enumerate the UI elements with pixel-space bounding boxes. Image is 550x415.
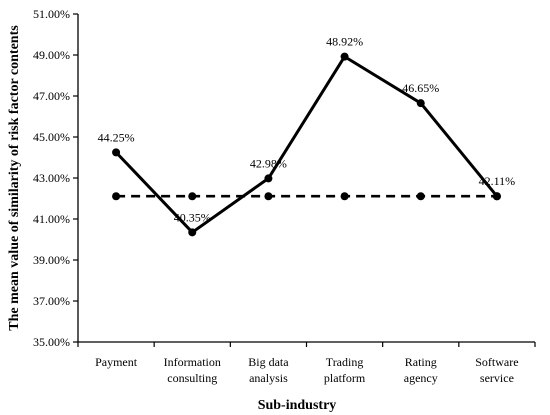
y-tick-label: 43.00%: [33, 171, 70, 185]
y-tick-label: 49.00%: [33, 48, 70, 62]
data-label: 44.25%: [98, 130, 135, 144]
y-tick-label: 39.00%: [33, 253, 70, 267]
y-tick-label: 35.00%: [33, 335, 70, 349]
x-axis-title: Sub-industry: [258, 398, 337, 413]
x-tick-label-line: analysis: [249, 371, 288, 385]
x-tick-label-line: service: [480, 371, 514, 385]
data-point: [264, 174, 273, 183]
y-tick-label: 41.00%: [33, 212, 70, 226]
x-axis-ticks: Payment Information consulting Big data anal…: [77, 342, 536, 385]
data-label: 48.92%: [326, 35, 363, 49]
data-point: [340, 192, 349, 201]
x-tick-label: Payment: [95, 355, 138, 369]
series-layer: [112, 52, 501, 237]
y-axis-ticks: 35.00% 37.00% 39.00% 41.00% 43.00% 45.00% 47.0…: [33, 7, 78, 349]
x-tick-label-line: Big data: [248, 355, 289, 369]
x-tick-label: Rating agency: [404, 355, 438, 385]
x-tick-label-line: Trading: [326, 355, 364, 369]
data-label: 42.98%: [250, 156, 287, 170]
x-tick-label: Information consulting: [164, 355, 221, 385]
data-point: [112, 192, 121, 201]
data-point: [340, 52, 349, 61]
series-line-solid: [115, 55, 499, 234]
data-labels: 44.25% 40.35% 42.98% 48.92% 46.65% 42.11%: [98, 35, 516, 225]
data-point: [492, 192, 501, 201]
x-tick-label-line: platform: [324, 371, 366, 385]
x-tick-label: Trading platform: [324, 355, 366, 385]
data-point: [188, 228, 197, 237]
y-tick-label: 51.00%: [33, 7, 70, 21]
data-point: [112, 148, 121, 157]
x-tick-label-line: Software: [475, 355, 518, 369]
data-point: [416, 99, 425, 108]
data-point: [188, 192, 197, 201]
y-tick-label: 47.00%: [33, 89, 70, 103]
data-label: 40.35%: [174, 210, 211, 224]
data-point: [264, 192, 273, 201]
x-tick-label: Software service: [475, 355, 518, 385]
x-tick-label: Big data analysis: [248, 355, 289, 385]
data-label: 42.11%: [479, 174, 516, 188]
x-tick-label-line: Rating: [405, 355, 437, 369]
y-tick-label: 45.00%: [33, 130, 70, 144]
data-point: [416, 192, 425, 201]
y-tick-label: 37.00%: [33, 294, 70, 308]
x-tick-label-line: consulting: [167, 371, 217, 385]
x-tick-label-line: Information: [164, 355, 221, 369]
x-tick-label-line: agency: [404, 371, 438, 385]
y-axis-title: The mean value of similarity of risk fac…: [7, 25, 22, 331]
x-tick-label-line: Payment: [95, 355, 138, 369]
data-label: 46.65%: [402, 81, 439, 95]
axes: [77, 14, 535, 343]
